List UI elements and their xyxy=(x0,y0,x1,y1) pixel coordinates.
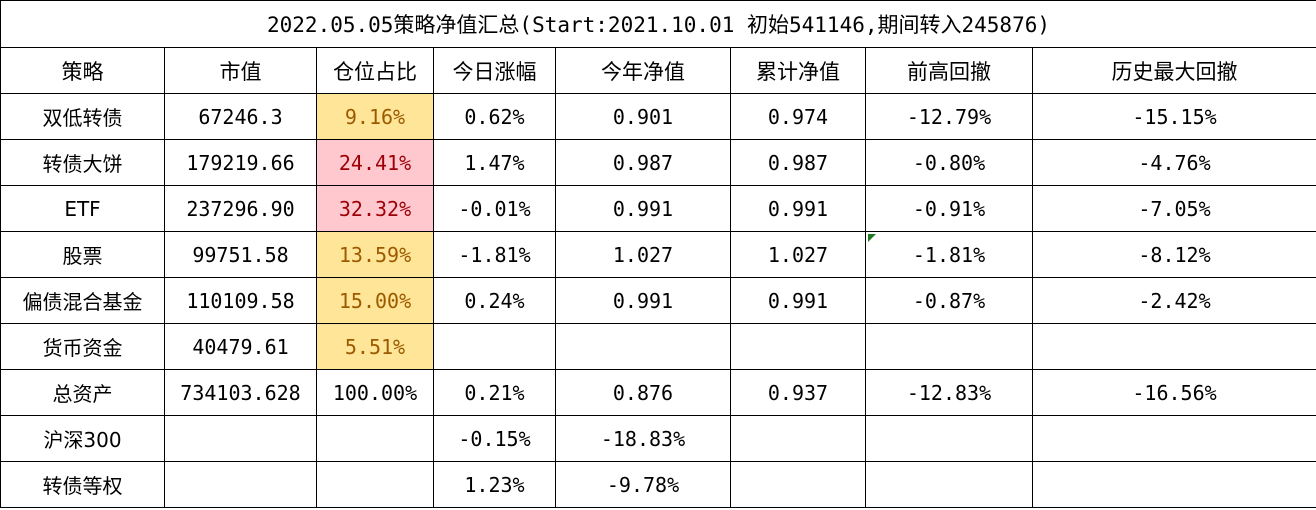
cell-drawdown-from-high[interactable] xyxy=(865,461,1033,508)
cell-cumulative-nav[interactable] xyxy=(730,415,866,462)
cell-max-drawdown[interactable] xyxy=(1031,415,1316,462)
header-row: 策略 市值 仓位占比 今日涨幅 今年净值 累计净值 前高回撤 历史最大回撤 xyxy=(0,47,1316,94)
cell-strategy[interactable]: 股票 xyxy=(0,231,165,278)
table-row: ETF 237296.90 32.32% -0.01% 0.991 0.991 … xyxy=(0,185,1316,232)
cell-market-value[interactable]: 40479.61 xyxy=(164,323,317,370)
table-row: 转债大饼 179219.66 24.41% 1.47% 0.987 0.987 … xyxy=(0,139,1316,186)
cell-cumulative-nav[interactable] xyxy=(730,323,866,370)
header-cell[interactable]: 累计净值 xyxy=(730,47,866,94)
table-row: 总资产 734103.628 100.00% 0.21% 0.876 0.937… xyxy=(0,369,1316,416)
cell-market-value[interactable]: 99751.58 xyxy=(164,231,317,278)
header-cell[interactable]: 历史最大回撤 xyxy=(1031,47,1316,94)
cell-daily-change[interactable]: 1.23% xyxy=(433,461,556,508)
header-cell[interactable]: 今年净值 xyxy=(555,47,731,94)
cell-daily-change[interactable]: -0.01% xyxy=(433,185,556,232)
cell-comment-marker-icon xyxy=(868,234,876,242)
cell-max-drawdown[interactable] xyxy=(1031,323,1316,370)
cell-cumulative-nav[interactable]: 0.987 xyxy=(730,139,866,186)
cell-strategy[interactable]: 双低转债 xyxy=(0,93,165,140)
cell-position-ratio[interactable]: 13.59% xyxy=(316,231,434,278)
cell-position-ratio[interactable]: 9.16% xyxy=(316,93,434,140)
cell-strategy[interactable]: 转债等权 xyxy=(0,461,165,508)
cell-drawdown-from-high[interactable] xyxy=(865,323,1033,370)
cell-ytd-nav[interactable]: 0.991 xyxy=(555,277,731,324)
cell-daily-change[interactable]: -1.81% xyxy=(433,231,556,278)
cell-max-drawdown[interactable]: -2.42% xyxy=(1031,277,1316,324)
cell-strategy[interactable]: 转债大饼 xyxy=(0,139,165,186)
cell-drawdown-from-high[interactable]: -12.83% xyxy=(865,369,1033,416)
header-cell[interactable]: 前高回撤 xyxy=(865,47,1033,94)
cell-market-value[interactable]: 179219.66 xyxy=(164,139,317,186)
cell-ytd-nav[interactable]: 0.876 xyxy=(555,369,731,416)
cell-max-drawdown[interactable]: -8.12% xyxy=(1031,231,1316,278)
cell-drawdown-from-high[interactable] xyxy=(865,415,1033,462)
cell-drawdown-from-high[interactable]: -0.91% xyxy=(865,185,1033,232)
cell-cumulative-nav[interactable] xyxy=(730,461,866,508)
cell-max-drawdown[interactable]: -16.56% xyxy=(1031,369,1316,416)
cell-market-value[interactable] xyxy=(164,461,317,508)
cell-market-value[interactable]: 67246.3 xyxy=(164,93,317,140)
cell-position-ratio[interactable] xyxy=(316,415,434,462)
cell-strategy[interactable]: 偏债混合基金 xyxy=(0,277,165,324)
table-row: 沪深300 -0.15% -18.83% xyxy=(0,415,1316,462)
table-row: 偏债混合基金 110109.58 15.00% 0.24% 0.991 0.99… xyxy=(0,277,1316,324)
table-title[interactable]: 2022.05.05策略净值汇总(Start:2021.10.01 初始5411… xyxy=(0,0,1316,48)
cell-daily-change[interactable] xyxy=(433,323,556,370)
cell-strategy[interactable]: 沪深300 xyxy=(0,415,165,462)
cell-cumulative-nav[interactable]: 0.991 xyxy=(730,185,866,232)
cell-ytd-nav[interactable]: -9.78% xyxy=(555,461,731,508)
cell-cumulative-nav[interactable]: 0.991 xyxy=(730,277,866,324)
header-cell[interactable]: 仓位占比 xyxy=(316,47,434,94)
cell-market-value[interactable]: 734103.628 xyxy=(164,369,317,416)
cell-position-ratio[interactable]: 5.51% xyxy=(316,323,434,370)
cell-daily-change[interactable]: -0.15% xyxy=(433,415,556,462)
cell-ytd-nav[interactable]: 1.027 xyxy=(555,231,731,278)
table-row: 转债等权 1.23% -9.78% xyxy=(0,461,1316,508)
cell-market-value[interactable]: 110109.58 xyxy=(164,277,317,324)
cell-strategy[interactable]: 货币资金 xyxy=(0,323,165,370)
cell-ytd-nav[interactable] xyxy=(555,323,731,370)
cell-max-drawdown[interactable]: -15.15% xyxy=(1031,93,1316,140)
cell-position-ratio[interactable]: 32.32% xyxy=(316,185,434,232)
header-cell[interactable]: 策略 xyxy=(0,47,165,94)
cell-cumulative-nav[interactable]: 0.937 xyxy=(730,369,866,416)
cell-position-ratio[interactable]: 100.00% xyxy=(316,369,434,416)
cell-ytd-nav[interactable]: -18.83% xyxy=(555,415,731,462)
cell-drawdown-from-high[interactable]: -1.81% xyxy=(865,231,1033,278)
cell-cumulative-nav[interactable]: 0.974 xyxy=(730,93,866,140)
cell-strategy[interactable]: ETF xyxy=(0,185,165,232)
cell-daily-change[interactable]: 1.47% xyxy=(433,139,556,186)
cell-max-drawdown[interactable] xyxy=(1031,461,1316,508)
cell-position-ratio[interactable]: 24.41% xyxy=(316,139,434,186)
cell-ytd-nav[interactable]: 0.991 xyxy=(555,185,731,232)
cell-daily-change[interactable]: 0.62% xyxy=(433,93,556,140)
cell-position-ratio[interactable]: 15.00% xyxy=(316,277,434,324)
cell-market-value[interactable]: 237296.90 xyxy=(164,185,317,232)
cell-ytd-nav[interactable]: 0.901 xyxy=(555,93,731,140)
cell-strategy[interactable]: 总资产 xyxy=(0,369,165,416)
table-row: 双低转债 67246.3 9.16% 0.62% 0.901 0.974 -12… xyxy=(0,93,1316,140)
cell-drawdown-from-high[interactable]: -12.79% xyxy=(865,93,1033,140)
cell-drawdown-from-high[interactable]: -0.80% xyxy=(865,139,1033,186)
table-row: 股票 99751.58 13.59% -1.81% 1.027 1.027 -1… xyxy=(0,231,1316,278)
cell-market-value[interactable] xyxy=(164,415,317,462)
cell-drawdown-from-high[interactable]: -0.87% xyxy=(865,277,1033,324)
cell-cumulative-nav[interactable]: 1.027 xyxy=(730,231,866,278)
cell-ytd-nav[interactable]: 0.987 xyxy=(555,139,731,186)
cell-max-drawdown[interactable]: -4.76% xyxy=(1031,139,1316,186)
cell-max-drawdown[interactable]: -7.05% xyxy=(1031,185,1316,232)
cell-daily-change[interactable]: 0.21% xyxy=(433,369,556,416)
header-cell[interactable]: 今日涨幅 xyxy=(433,47,556,94)
header-cell[interactable]: 市值 xyxy=(164,47,317,94)
table-row: 货币资金 40479.61 5.51% xyxy=(0,323,1316,370)
cell-daily-change[interactable]: 0.24% xyxy=(433,277,556,324)
cell-position-ratio[interactable] xyxy=(316,461,434,508)
